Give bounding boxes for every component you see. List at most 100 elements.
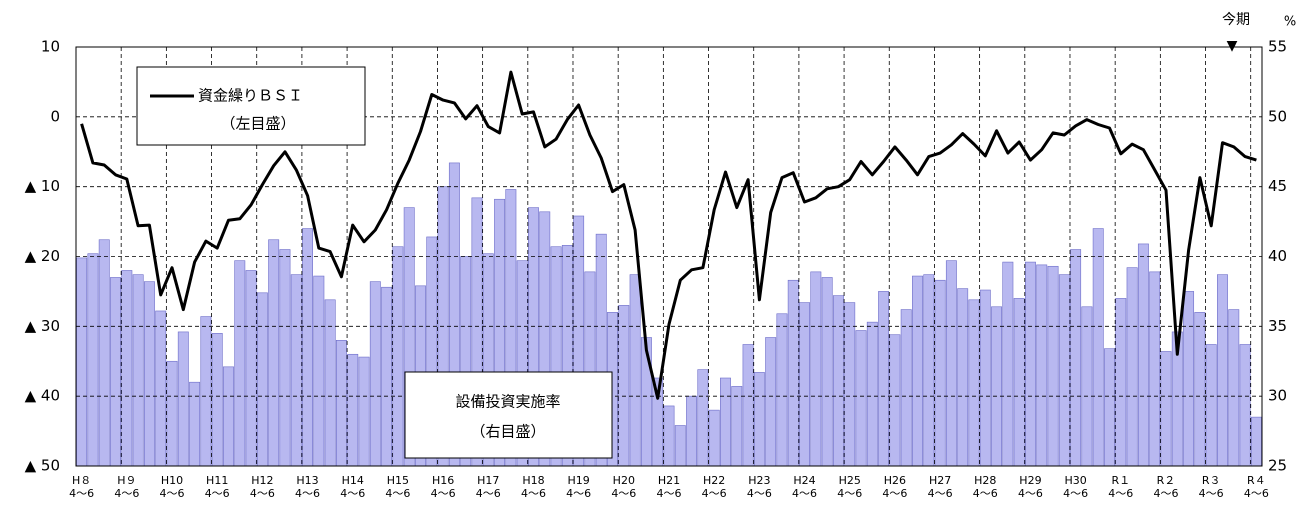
x-tick-label: H27 4～6 xyxy=(927,474,953,500)
bar xyxy=(742,344,754,467)
x-tick-label: H８ 4～6 xyxy=(69,474,95,500)
bar xyxy=(1160,351,1172,467)
bar xyxy=(821,277,833,467)
line xyxy=(80,70,1257,400)
bar xyxy=(697,369,709,467)
bar xyxy=(1092,228,1104,467)
bar xyxy=(1058,274,1070,467)
bar xyxy=(1002,261,1014,467)
bar xyxy=(629,274,641,467)
bar xyxy=(1137,243,1149,467)
y-tick-label: 10 xyxy=(41,38,60,56)
bar xyxy=(934,279,946,467)
bar xyxy=(878,291,890,467)
bar xyxy=(979,289,991,467)
bar xyxy=(923,274,935,467)
bar xyxy=(143,281,155,467)
bar xyxy=(1070,249,1082,467)
x-tick-label: H10 4～6 xyxy=(159,474,185,500)
bar xyxy=(302,228,313,467)
bar xyxy=(381,286,393,467)
bar xyxy=(945,260,957,467)
bar xyxy=(155,310,167,467)
bar xyxy=(223,366,234,467)
bar xyxy=(1239,344,1251,467)
bar xyxy=(799,302,810,467)
x-tick-label: H25 4～6 xyxy=(837,474,863,500)
bar xyxy=(889,334,901,467)
x-tick-label: H11 4～6 xyxy=(204,474,230,500)
bar xyxy=(110,277,121,467)
x-tick-label: H19 4～6 xyxy=(566,474,592,500)
bar xyxy=(1047,265,1059,467)
bar xyxy=(234,260,246,467)
x-tick-label: R１ 4～6 xyxy=(1108,474,1134,500)
bar xyxy=(313,275,325,467)
plot-frame xyxy=(75,46,1263,467)
bar xyxy=(1194,312,1206,467)
x-tick-label: R４ 4～6 xyxy=(1243,474,1269,500)
y2-tick-label: 35 xyxy=(1268,317,1287,335)
bar xyxy=(189,381,201,467)
legend-label: 設備投資実施率 xyxy=(455,393,560,411)
bar xyxy=(335,339,347,467)
bar xyxy=(1104,348,1115,467)
x-tick-label: H13 4～6 xyxy=(295,474,321,500)
bar xyxy=(1183,291,1195,467)
x-tick-label: H９ 4～6 xyxy=(114,474,140,500)
bar xyxy=(245,270,257,467)
bar xyxy=(765,337,777,467)
bar xyxy=(776,313,788,467)
legend-note: （左目盛） xyxy=(220,115,295,133)
bar xyxy=(1013,298,1025,467)
y-tick-label: 0 xyxy=(50,107,60,125)
bar xyxy=(663,405,675,467)
current-label: 今期 xyxy=(1222,12,1250,28)
bar xyxy=(76,257,88,467)
x-tick-label: H18 4～6 xyxy=(520,474,546,500)
bar xyxy=(256,292,268,467)
bar xyxy=(1149,271,1161,467)
bar xyxy=(279,249,291,467)
x-tick-label: H23 4～6 xyxy=(746,474,772,500)
bar xyxy=(810,271,822,467)
bar xyxy=(674,425,686,467)
bar xyxy=(787,279,799,467)
bar xyxy=(753,372,765,467)
bar xyxy=(855,330,867,467)
bar xyxy=(844,302,856,467)
bar xyxy=(211,333,223,467)
x-tick-label: H24 4～6 xyxy=(792,474,818,500)
x-tick-label: H21 4～6 xyxy=(656,474,682,500)
bar xyxy=(290,274,302,467)
bar xyxy=(392,246,404,467)
bar xyxy=(1228,309,1240,467)
bar xyxy=(1115,298,1127,467)
x-tick-label: H14 4～6 xyxy=(340,474,366,500)
legend-label: 資金繰りＢＳＩ xyxy=(198,87,303,105)
bar xyxy=(866,321,878,467)
x-tick-label: H26 4～6 xyxy=(882,474,908,500)
legend-box xyxy=(404,371,613,459)
bar xyxy=(98,239,110,467)
current-marker: ▼ xyxy=(1227,38,1238,54)
bar xyxy=(369,281,381,467)
bar xyxy=(640,337,652,467)
y-tick-label: ▲ 50 xyxy=(25,457,60,475)
bar xyxy=(347,353,359,467)
bar xyxy=(177,331,189,467)
bar xyxy=(1025,261,1036,467)
legend-note: （右目盛） xyxy=(470,423,545,441)
y2-tick-label: 50 xyxy=(1268,107,1287,125)
x-tick-label: R２ 4～6 xyxy=(1153,474,1179,500)
x-tick-label: H29 4～6 xyxy=(1017,474,1043,500)
y2-unit: % xyxy=(1284,15,1296,30)
y-tick-label: ▲ 40 xyxy=(25,387,60,405)
bar xyxy=(1036,264,1048,467)
x-tick-label: H22 4～6 xyxy=(701,474,727,500)
x-tick-label: H15 4～6 xyxy=(385,474,411,500)
bar xyxy=(731,386,743,467)
bar xyxy=(1205,344,1217,467)
